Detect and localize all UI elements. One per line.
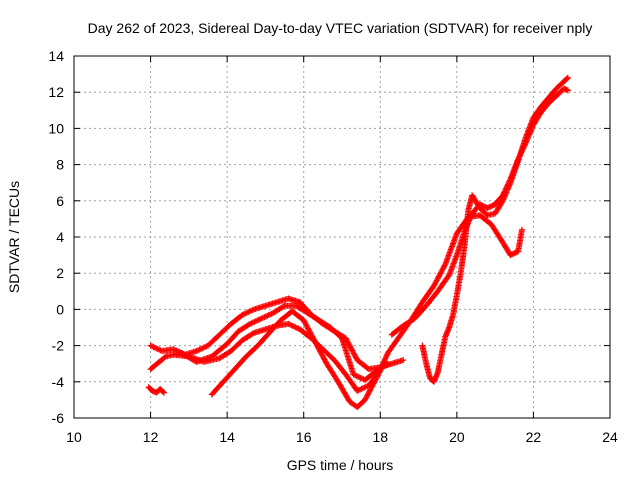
y-tick-label: 8 <box>56 157 64 173</box>
x-tick-label: 14 <box>219 429 235 445</box>
y-tick-label: -2 <box>52 338 65 354</box>
x-tick-label: 12 <box>143 429 159 445</box>
data-point <box>499 199 506 206</box>
x-tick-label: 18 <box>372 429 388 445</box>
series-track-d <box>208 212 525 411</box>
y-tick-label: 10 <box>48 120 64 136</box>
series-track-f <box>419 74 571 385</box>
data-point <box>161 354 168 361</box>
y-tick-label: 12 <box>48 84 64 100</box>
x-tick-label: 24 <box>602 429 618 445</box>
data-point <box>400 357 407 364</box>
x-tick-label: 10 <box>66 429 82 445</box>
data-point <box>441 262 448 269</box>
x-tick-label: 22 <box>526 429 542 445</box>
series-track-b <box>147 302 391 383</box>
series-track-e <box>388 85 571 338</box>
series-track-a <box>147 295 407 373</box>
data-point <box>564 87 571 94</box>
data-point <box>372 376 379 383</box>
series-track-g <box>145 384 167 396</box>
data-point <box>280 303 287 310</box>
y-tick-label: 6 <box>56 193 64 209</box>
y-tick-label: 4 <box>56 229 64 245</box>
data-point <box>249 330 256 337</box>
y-tick-label: 2 <box>56 265 64 281</box>
y-tick-label: -4 <box>52 374 65 390</box>
data-point <box>563 86 570 93</box>
x-tick-label: 20 <box>449 429 465 445</box>
data-point <box>160 389 167 396</box>
data-point <box>518 226 525 233</box>
y-tick-label: 0 <box>56 301 64 317</box>
data-point <box>384 360 391 367</box>
series-group <box>145 74 571 411</box>
x-tick-label: 16 <box>296 429 312 445</box>
chart-title: Day 262 of 2023, Sidereal Day-to-day VTE… <box>88 20 593 36</box>
data-point <box>160 388 167 395</box>
y-tick-label: -6 <box>52 410 65 426</box>
x-axis-label: GPS time / hours <box>287 457 394 473</box>
data-point <box>564 74 571 81</box>
y-axis-label: SDTVAR / TECUs <box>6 181 22 293</box>
data-point <box>563 75 570 82</box>
y-tick-label: 14 <box>48 48 64 64</box>
